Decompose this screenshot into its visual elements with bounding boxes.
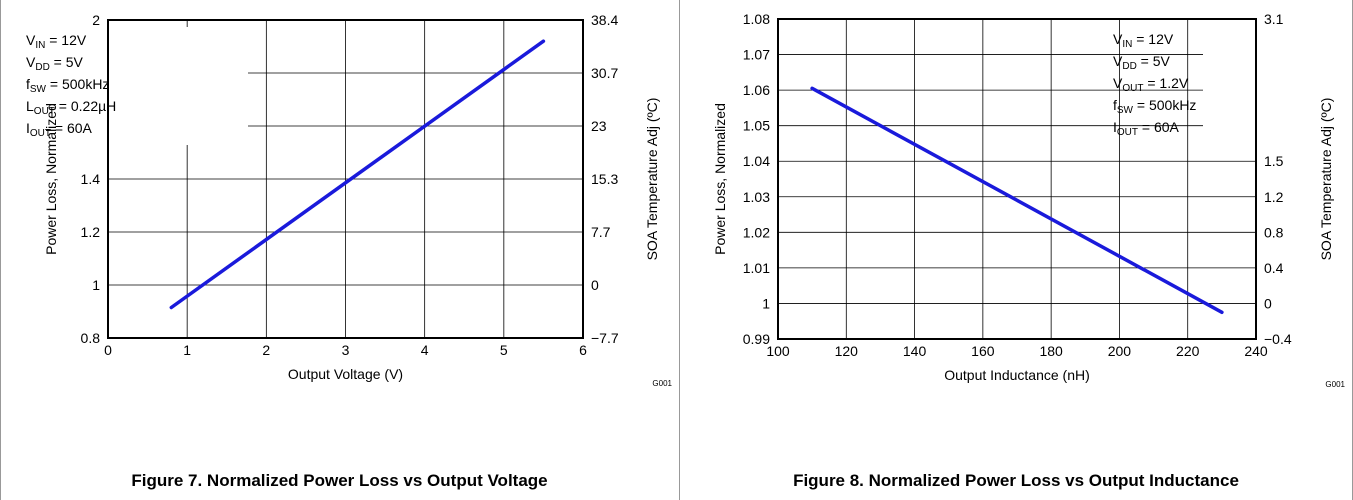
y2-tick-label: 3.1 [1264,11,1284,27]
y-tick-label: 2 [92,12,100,28]
y-tick-label: 1.08 [743,11,770,27]
chart-figure-7: 01234560.8−7.7101.27.71.415.31.6231.830.… [18,12,673,388]
legend-entry: fSW = 500kHz [1113,97,1196,116]
panel-divider [679,0,680,500]
x-tick-label: 100 [766,343,790,359]
y2-tick-label: 0 [1264,295,1272,311]
y-axis-label: Power Loss, Normalized [43,103,59,255]
y-tick-label: 1.07 [743,47,770,63]
legend-entry: VOUT = 1.2V [1113,75,1189,94]
y2-tick-label: 1.5 [1264,153,1284,169]
x-tick-label: 6 [579,342,587,358]
x-tick-label: 180 [1039,343,1063,359]
figure-7-caption: Figure 7. Normalized Power Loss vs Outpu… [131,471,548,490]
plot-frame [107,19,584,339]
chart-figure-8: 100 120 140 160 180 200 220 240 0.99 −0.4 1 0 1.01 0.… [712,11,1346,389]
x-axis-label: Output Inductance (nH) [944,367,1090,383]
y-axis-label: Power Loss, Normalized [712,103,728,255]
x-tick-label: 0 [104,342,112,358]
legend-entry: IOUT = 60A [1113,119,1180,138]
x-tick-label: 220 [1176,343,1200,359]
x-tick-label: 4 [421,342,429,358]
y2-tick-label: −0.4 [1264,331,1292,347]
y-tick-label: 1.04 [743,153,770,169]
graph-code-label: G001 [1325,380,1345,389]
y-tick-label: 1 [92,277,100,293]
x-tick-label: 1 [183,342,191,358]
y-tick-label: 1.06 [743,82,770,98]
y2-axis-label: SOA Temperature Adj (ºC) [1318,98,1334,261]
y2-tick-label: −7.7 [591,330,619,346]
y-tick-label: 1 [762,295,770,311]
y2-tick-label: 23 [591,118,607,134]
series-line [169,39,546,310]
y-tick-label: 1.03 [743,189,770,205]
y2-axis-label: SOA Temperature Adj (ºC) [644,98,660,261]
y-tick-label: 1.05 [743,118,770,134]
y2-tick-label: 0.8 [1264,224,1284,240]
y2-tick-label: 0 [591,277,599,293]
x-tick-label: 3 [342,342,350,358]
y-tick-label: 1.01 [743,260,770,276]
x-tick-label: 2 [262,342,270,358]
legend-entry: VIN = 12V [26,32,87,51]
y-tick-label: 1.02 [743,224,770,240]
y2-tick-label: 1.2 [1264,189,1284,205]
x-tick-label: 160 [971,343,995,359]
y2-tick-label: 38.4 [591,12,618,28]
legend-box [18,27,248,145]
legend-entry: VDD = 5V [1113,53,1171,72]
plot-frame [777,18,1257,340]
x-tick-label: 120 [835,343,859,359]
y-tick-label: 0.99 [743,331,770,347]
legend-entry: VDD = 5V [26,54,84,73]
legend-entry: VIN = 12V [1113,31,1174,50]
x-tick-label: 200 [1108,343,1132,359]
y-tick-label: 1.4 [81,171,101,187]
legend-box [1203,26,1346,148]
panel-left-border [0,0,1,500]
graph-code-label: G001 [652,379,672,388]
y-tick-label: 0.8 [81,330,101,346]
y-tick-label: 1.2 [81,224,101,240]
x-tick-label: 140 [903,343,927,359]
legend-entry: IOUT = 60A [26,120,93,139]
y2-tick-label: 7.7 [591,224,611,240]
figure-8-caption: Figure 8. Normalized Power Loss vs Outpu… [793,471,1239,490]
x-axis-label: Output Voltage (V) [288,366,403,382]
legend-entry: LOUT = 0.22µH [26,98,116,117]
x-tick-label: 240 [1244,343,1268,359]
y2-tick-label: 15.3 [591,171,618,187]
legend-entry: fSW = 500kHz [26,76,109,95]
y2-tick-label: 30.7 [591,65,618,81]
series-line [810,86,1224,315]
y2-tick-label: 0.4 [1264,260,1284,276]
x-tick-label: 5 [500,342,508,358]
